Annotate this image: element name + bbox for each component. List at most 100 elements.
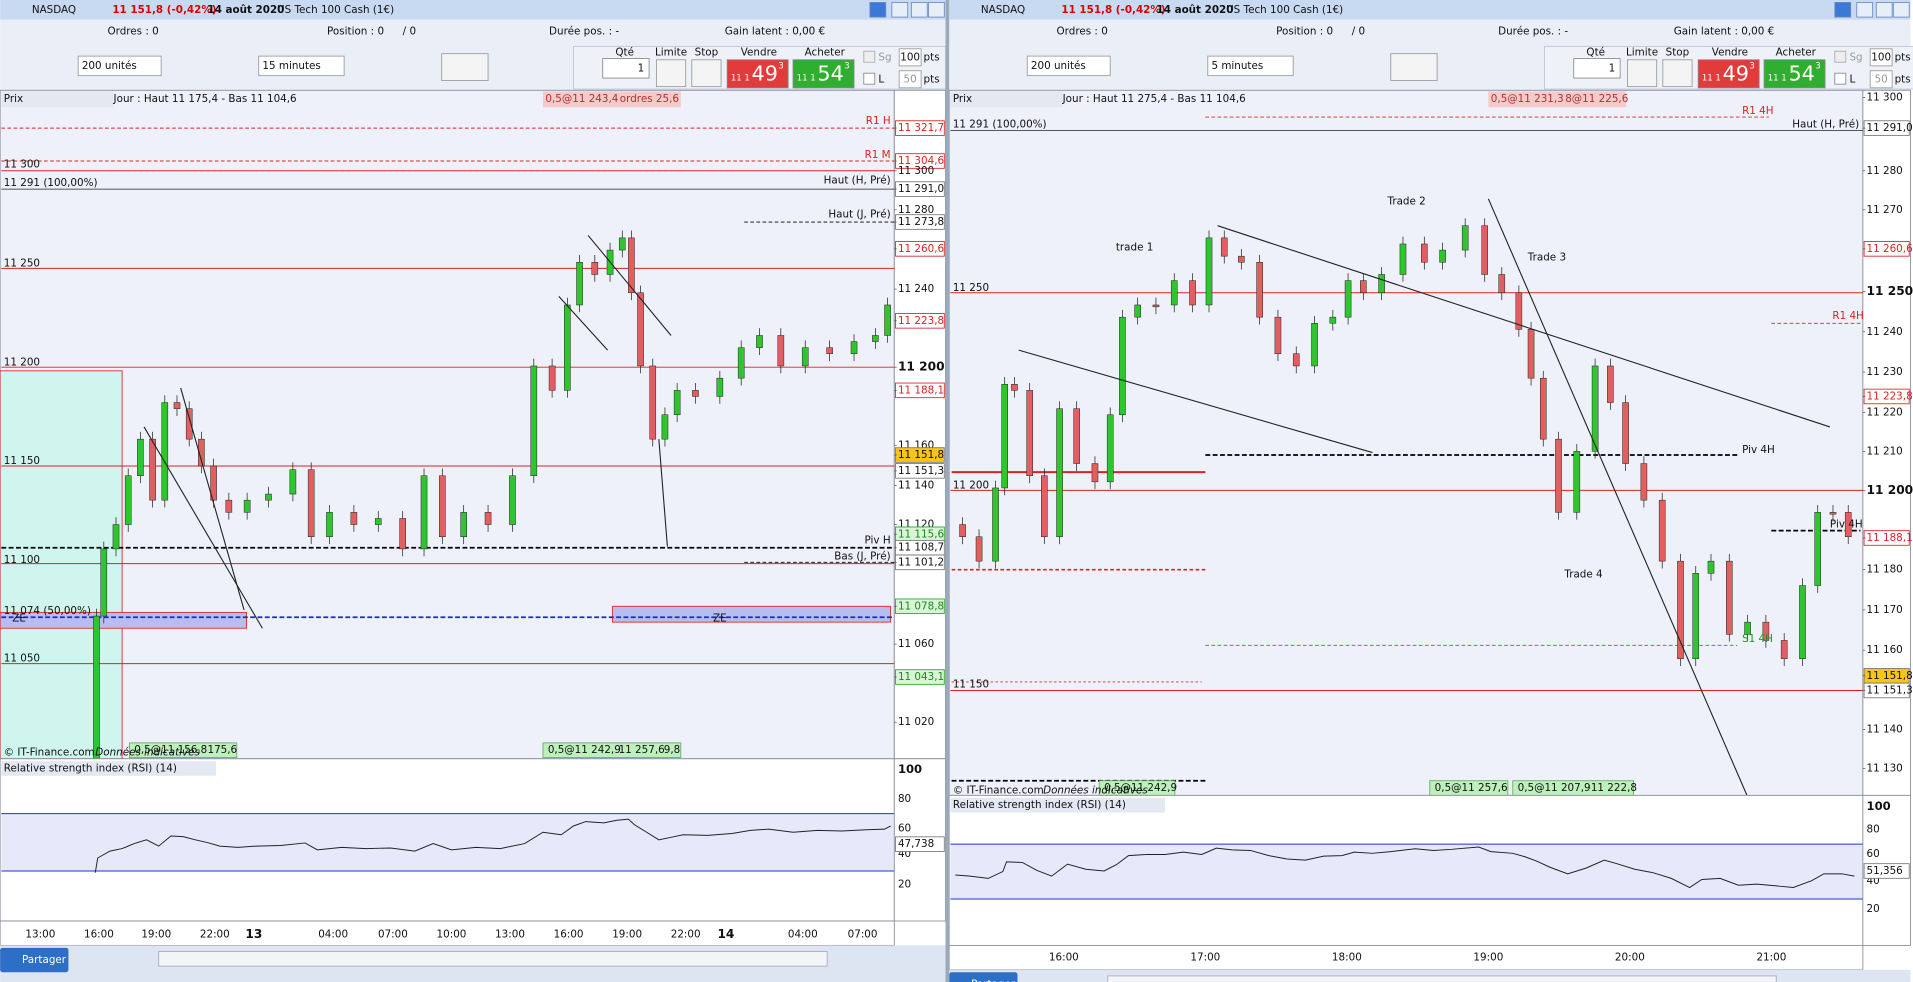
- share-button[interactable]: [949, 972, 1018, 982]
- order-tag-text: ordres 25,6: [620, 93, 679, 105]
- scrollbar[interactable]: [158, 951, 828, 967]
- time-label: 13:00: [25, 928, 55, 940]
- buy-price-prefix: 11 1: [797, 74, 816, 84]
- rsi-tick: 80: [898, 793, 911, 805]
- time-label: 07:00: [848, 928, 878, 940]
- window-button[interactable]: [869, 2, 887, 18]
- limit-button[interactable]: [655, 59, 687, 88]
- time-label: 14: [717, 927, 734, 941]
- candle: [1640, 463, 1648, 501]
- candle: [1622, 402, 1629, 464]
- price-label: 11 130: [1867, 763, 1903, 775]
- qty: 1: [638, 62, 645, 74]
- interval-select[interactable]: [258, 55, 345, 77]
- candle: [1461, 225, 1469, 251]
- candle: [1360, 280, 1367, 294]
- rsi-tick: 80: [1867, 824, 1880, 836]
- window-button[interactable]: [1834, 2, 1852, 18]
- rsi-value: 47,738: [898, 838, 934, 850]
- candle: [1844, 512, 1852, 537]
- candle: [1527, 329, 1535, 379]
- qty-input[interactable]: [602, 58, 650, 79]
- price-label: 11 200: [898, 360, 945, 374]
- l-check[interactable]: [1834, 72, 1847, 85]
- rsi-title: Relative strength index (RSI) (14): [4, 763, 177, 775]
- price-label: 11 151,3: [898, 465, 944, 477]
- chart-label: Piv H: [865, 534, 891, 546]
- window-button[interactable]: [910, 2, 928, 18]
- candle: [185, 408, 193, 440]
- stop-button[interactable]: [691, 59, 722, 88]
- l-input[interactable]: [1869, 70, 1893, 89]
- time-label: 16:00: [554, 928, 584, 940]
- price-label: 11 250: [1867, 284, 1913, 298]
- candle: [1311, 323, 1318, 367]
- buy-button[interactable]: [792, 59, 855, 89]
- chart-label: 0,5@11 257,6: [1435, 782, 1508, 794]
- info-text: Gain latent : 0,00 €: [725, 26, 825, 38]
- price-label: 11 210: [1867, 445, 1903, 457]
- sg-input[interactable]: [898, 48, 922, 67]
- candle: [1329, 316, 1337, 324]
- l-check[interactable]: [863, 72, 876, 85]
- sell-label: Vendre: [741, 46, 777, 58]
- candle: [1707, 560, 1715, 574]
- candle: [1274, 316, 1282, 355]
- buy-button[interactable]: [1763, 59, 1826, 89]
- price-change: 11 151,8 (-0,42%): [112, 4, 216, 16]
- time-label: 17:00: [1190, 952, 1220, 964]
- trend-line: [1217, 225, 1831, 428]
- chart-type-button[interactable]: [1390, 53, 1438, 81]
- candle: [350, 512, 358, 525]
- chart-label: 0,5@11 242,9: [1104, 782, 1177, 794]
- info-text: Ordres : 0: [1057, 26, 1108, 38]
- l-pts: 50: [1875, 73, 1888, 85]
- candle: [112, 524, 120, 550]
- chart-type-button[interactable]: [441, 53, 489, 81]
- price-label: 11 180: [1867, 564, 1903, 576]
- window-button[interactable]: [1892, 2, 1910, 18]
- candle: [1829, 512, 1837, 515]
- candle: [1725, 560, 1733, 635]
- price-label: 11 108,7: [898, 542, 944, 554]
- pts: pts: [1895, 51, 1911, 63]
- window-button[interactable]: [1875, 2, 1893, 18]
- sell-button[interactable]: [1697, 59, 1760, 89]
- sg-check[interactable]: [1834, 50, 1847, 63]
- units-select[interactable]: [77, 55, 162, 77]
- candle: [1439, 249, 1446, 263]
- candle: [210, 465, 217, 501]
- limit-button[interactable]: [1627, 59, 1658, 88]
- stop-button[interactable]: [1662, 59, 1693, 88]
- time-label: 18:00: [1332, 952, 1362, 964]
- chart-label: ZE: [12, 612, 26, 624]
- candle: [1692, 573, 1700, 659]
- time-label: 19:00: [1473, 952, 1503, 964]
- sell-button[interactable]: [726, 59, 789, 89]
- window-button[interactable]: [891, 2, 909, 18]
- sg-input[interactable]: [1869, 48, 1893, 67]
- sg-check[interactable]: [863, 50, 876, 63]
- candle: [1220, 237, 1228, 257]
- chart-label: R1 H: [866, 115, 891, 127]
- chart-label: R1 4H: [1832, 310, 1863, 322]
- qty-input[interactable]: [1573, 58, 1621, 79]
- candle: [1170, 280, 1178, 306]
- candle: [1591, 365, 1599, 452]
- sg: Sg: [1849, 51, 1862, 63]
- window-button[interactable]: [928, 2, 945, 18]
- buy-price-main: 54: [1788, 61, 1814, 85]
- scrollbar[interactable]: [1107, 975, 1777, 982]
- candle: [1677, 560, 1684, 659]
- sell-price-prefix: 11 1: [1702, 74, 1721, 84]
- candle: [975, 536, 983, 562]
- candle: [1106, 414, 1114, 483]
- price-label: 11 115,6: [898, 528, 944, 540]
- l-input[interactable]: [898, 70, 922, 89]
- window-button[interactable]: [1856, 2, 1874, 18]
- interval-select[interactable]: [1207, 55, 1294, 77]
- candle: [484, 512, 492, 525]
- share-button[interactable]: [0, 947, 69, 973]
- units-select[interactable]: [1026, 55, 1111, 77]
